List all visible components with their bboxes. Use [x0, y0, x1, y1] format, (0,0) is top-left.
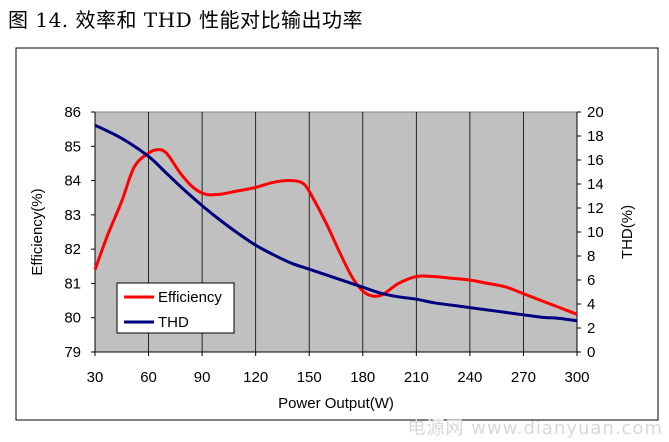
right-tick-label: 4 [587, 296, 595, 313]
legend-label-thd: THD [158, 314, 189, 331]
x-tick-label: 240 [457, 369, 482, 386]
legend-box [116, 282, 235, 334]
right-tick-label: 12 [587, 200, 604, 217]
x-tick-label: 30 [87, 369, 104, 386]
right-tick-label: 10 [587, 224, 604, 241]
right-tick-label: 2 [587, 320, 595, 337]
right-tick-label: 0 [587, 344, 595, 361]
legend-label-efficiency: Efficiency [158, 289, 222, 306]
series-line-thd [94, 123, 578, 323]
series-line-efficiency [93, 148, 578, 316]
figure-caption: 图 14. 效率和 THD 性能对比输出功率 [8, 8, 364, 32]
right-tick-label: 16 [587, 152, 604, 169]
x-axis-ticks: 30 60 90 120 150 180 210 240 270 300 [87, 351, 590, 386]
left-tick-label: 80 [64, 310, 81, 327]
x-tick-label: 300 [564, 369, 589, 386]
left-axis-ticks: 79 80 81 82 83 84 85 86 [64, 104, 96, 361]
right-tick-label: 6 [587, 272, 595, 289]
x-tick-label: 180 [350, 369, 375, 386]
x-tick-label: 90 [194, 369, 211, 386]
right-tick-label: 20 [587, 104, 604, 121]
watermark-text: 电源网 www.dianyuan.com [407, 418, 663, 439]
left-axis-label: Efficiency(%) [29, 188, 46, 275]
x-tick-label: 210 [404, 369, 429, 386]
series-lines [93, 123, 578, 323]
x-tick-label: 270 [511, 369, 536, 386]
x-tick-label: 150 [297, 369, 322, 386]
legend: Efficiency THD [116, 282, 235, 334]
left-tick-label: 85 [64, 138, 81, 155]
left-tick-label: 81 [64, 275, 81, 292]
right-tick-label: 8 [587, 248, 595, 265]
right-axis-label: THD(%) [619, 205, 636, 259]
left-tick-label: 84 [64, 173, 81, 190]
right-tick-label: 18 [587, 128, 604, 145]
left-tick-label: 79 [64, 344, 81, 361]
left-tick-label: 83 [64, 207, 81, 224]
x-axis-label: Power Output(W) [278, 395, 394, 412]
left-tick-label: 82 [64, 241, 81, 258]
right-axis-ticks: 0 2 4 6 8 10 12 14 16 18 20 [576, 104, 604, 361]
x-tick-label: 60 [140, 369, 157, 386]
right-tick-label: 14 [587, 176, 604, 193]
left-tick-label: 86 [64, 104, 81, 121]
x-tick-label: 120 [243, 369, 268, 386]
